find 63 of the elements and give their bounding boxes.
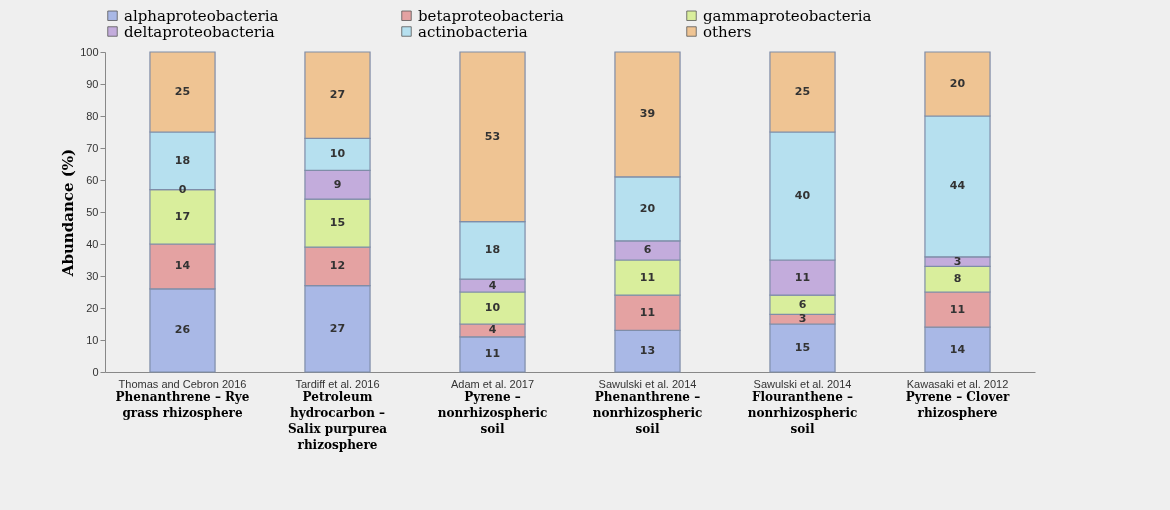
- data-label: 6: [798, 297, 807, 311]
- text: Flouranthene – nonrhizospheric soil: [747, 390, 858, 436]
- data-label: 14: [949, 342, 966, 356]
- y-tick-label: 40: [86, 237, 99, 250]
- data-label: 44: [949, 179, 966, 193]
- data-label: 27: [329, 88, 346, 102]
- legend-label: betaproteobacteria: [418, 6, 565, 25]
- data-label: 27: [329, 321, 346, 335]
- data-label: 12: [329, 259, 346, 273]
- data-label: 3: [953, 254, 962, 268]
- annotation: 0: [178, 182, 187, 196]
- data-label: 39: [639, 107, 656, 121]
- data-label: 18: [174, 153, 191, 167]
- data-label: 26: [174, 323, 191, 337]
- y-tick-label: 50: [86, 205, 99, 218]
- data-label: 13: [639, 344, 656, 358]
- y-tick-label: 20: [86, 301, 99, 314]
- y-axis-title: Abundance (%): [59, 148, 78, 278]
- y-tick-label: 80: [86, 109, 99, 122]
- data-label: 17: [174, 209, 191, 223]
- data-label: 3: [798, 312, 807, 326]
- data-label: 53: [484, 129, 501, 143]
- data-label: 8: [953, 272, 962, 286]
- data-label: 9: [333, 177, 342, 191]
- text: Phenanthrene – Rye grass rhizosphere: [115, 390, 250, 420]
- text: Petroleum hydrocarbon – Salix purpurea rhizosphere: [287, 390, 388, 452]
- y-tick-label: 30: [86, 269, 99, 282]
- data-label: 15: [329, 216, 346, 230]
- x-tick-label: Adam et al. 2017: [450, 377, 535, 390]
- data-label: 10: [329, 147, 346, 161]
- data-label: 11: [949, 302, 966, 316]
- data-label: 20: [949, 77, 966, 90]
- legend-label: gammaproteobacteria: [703, 6, 872, 25]
- data-label: 6: [643, 243, 652, 257]
- x-tick-label: Thomas and Cebron 2016: [118, 377, 247, 390]
- y-tick-label: 0: [92, 365, 99, 378]
- data-label: 11: [794, 270, 811, 284]
- data-label: 25: [794, 85, 811, 98]
- y-tick-label: 100: [80, 45, 99, 58]
- y-tick-label: 70: [86, 141, 99, 154]
- x-tick-label: Kawasaki et al. 2012: [906, 377, 1009, 390]
- x-tick-label: Tardiff et al. 2016: [295, 377, 380, 390]
- data-label: 4: [488, 278, 497, 292]
- data-label: 40: [794, 189, 811, 202]
- y-tick-label: 90: [86, 77, 99, 90]
- data-label: 11: [639, 270, 656, 284]
- data-label: 18: [484, 243, 501, 257]
- y-tick-label: 10: [86, 333, 99, 346]
- data-label: 15: [794, 341, 811, 354]
- text: Pyrene – nonrhizospheric soil: [437, 390, 548, 436]
- legend-label: alphaproteobacteria: [124, 6, 279, 25]
- data-label: 25: [174, 85, 191, 98]
- text: Phenanthrene – nonrhizospheric soil: [592, 390, 703, 436]
- data-label: 20: [639, 201, 656, 215]
- data-label: 10: [484, 301, 501, 314]
- data-label: 14: [174, 259, 191, 273]
- text: Pyrene – Clover rhizosphere: [905, 390, 1011, 420]
- data-label: 4: [488, 323, 497, 337]
- x-tick-label: Sawulski et al. 2014: [753, 377, 852, 390]
- data-label: 11: [639, 305, 656, 319]
- x-tick-label: Sawulski et al. 2014: [598, 377, 697, 390]
- y-tick-label: 60: [86, 173, 99, 186]
- data-label: 11: [484, 347, 501, 361]
